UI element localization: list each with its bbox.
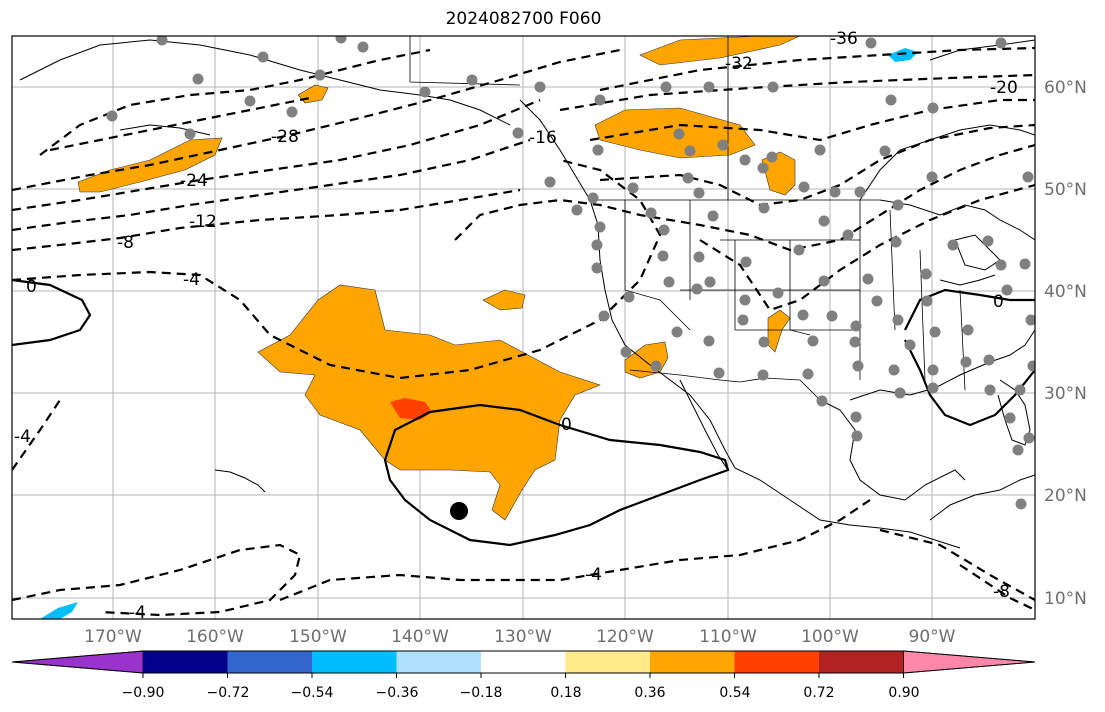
contour-label: -16 xyxy=(529,128,557,148)
colorbar-segment xyxy=(312,651,397,673)
colorbar-ticks: −0.90 −0.72 −0.54 −0.36 −0.18 0.18 0.36 … xyxy=(122,685,920,701)
station-markers xyxy=(106,36,1035,510)
latitude-labels: 60°N 50°N 40°N 30°N 20°N 10°N xyxy=(1044,78,1087,609)
contour-label: -12 xyxy=(189,212,217,232)
colorbar-segment xyxy=(565,651,651,673)
coastlines xyxy=(19,39,1035,549)
lon-label: 130°W xyxy=(494,627,552,647)
political-borders xyxy=(409,36,966,401)
colorbar-segment xyxy=(11,650,144,674)
map-title: 2024082700 F060 xyxy=(445,9,602,29)
colorbar-tick-label: 0.18 xyxy=(550,685,581,701)
colorbar-segment xyxy=(227,651,313,673)
lon-label: 110°W xyxy=(699,627,757,647)
red-spot-pacific xyxy=(390,398,432,420)
contour-label: -24 xyxy=(180,171,208,191)
contour-label: -4 xyxy=(129,603,146,623)
lat-label: 50°N xyxy=(1044,180,1087,200)
blue-spot-hudson xyxy=(888,48,918,62)
colorbar-tick-label: −0.54 xyxy=(291,685,334,701)
lat-label: 40°N xyxy=(1044,282,1087,302)
zero-contours xyxy=(12,278,1035,547)
lon-label: 170°W xyxy=(84,627,142,647)
colorbar-tick-label: 0.36 xyxy=(634,685,665,701)
contour-label: 0 xyxy=(993,292,1004,312)
orange-region-canada-north xyxy=(639,36,801,66)
lon-label: 140°W xyxy=(391,627,449,647)
orange-region-small xyxy=(482,289,526,311)
map-border xyxy=(11,35,1036,620)
colorbar-segment xyxy=(396,651,482,673)
lon-label: 90°W xyxy=(909,627,956,647)
storm-position-marker xyxy=(450,502,468,520)
lat-label: 30°N xyxy=(1044,384,1087,404)
lon-label: 150°W xyxy=(289,627,347,647)
colorbar-segment xyxy=(143,651,228,673)
colorbar-segment xyxy=(734,651,820,673)
contour-label: -4 xyxy=(14,427,31,447)
colorbar-tick-label: 0.90 xyxy=(888,685,919,701)
colorbar-tick-label: −0.90 xyxy=(122,685,165,701)
blue-spot-southwest xyxy=(40,602,78,619)
colorbar-segment xyxy=(903,650,1036,674)
colorbar-segment xyxy=(650,651,735,673)
lat-label: 10°N xyxy=(1044,589,1087,609)
longitude-labels: 170°W 160°W 150°W 140°W 130°W 120°W 110°… xyxy=(84,627,956,647)
lat-label: 20°N xyxy=(1044,486,1087,506)
contour-label: -8 xyxy=(993,582,1010,602)
contour-label: 0 xyxy=(26,277,37,297)
contour-label: -20 xyxy=(990,78,1018,98)
contour-label: -36 xyxy=(830,29,858,49)
colorbar-tick-label: 0.72 xyxy=(803,685,834,701)
orange-region-pacific xyxy=(257,284,601,521)
contour-label: -8 xyxy=(117,233,134,253)
colorbar-tick-label: 0.54 xyxy=(719,685,750,701)
contour-label: -4 xyxy=(585,565,602,585)
contour-label: 0 xyxy=(561,415,572,435)
colorbar-tick-label: −0.72 xyxy=(207,685,250,701)
contour-label: -32 xyxy=(725,54,753,74)
colorbar-tick-label: −0.18 xyxy=(460,685,503,701)
lon-label: 160°W xyxy=(186,627,244,647)
colorbar-segment xyxy=(481,651,566,673)
colorbar xyxy=(11,650,1036,678)
orange-region-manitoba xyxy=(761,151,796,196)
contour-label: -28 xyxy=(271,127,299,147)
colorbar-segment xyxy=(819,651,904,673)
lat-label: 60°N xyxy=(1044,78,1087,98)
lon-label: 100°W xyxy=(801,627,859,647)
contour-label: -4 xyxy=(183,270,200,290)
colorbar-tick-label: −0.36 xyxy=(376,685,419,701)
contour-labels: -36 -32 -28 -24 -20 -16 -12 -8 -4 0 0 0 … xyxy=(14,29,1018,623)
lon-label: 120°W xyxy=(596,627,654,647)
